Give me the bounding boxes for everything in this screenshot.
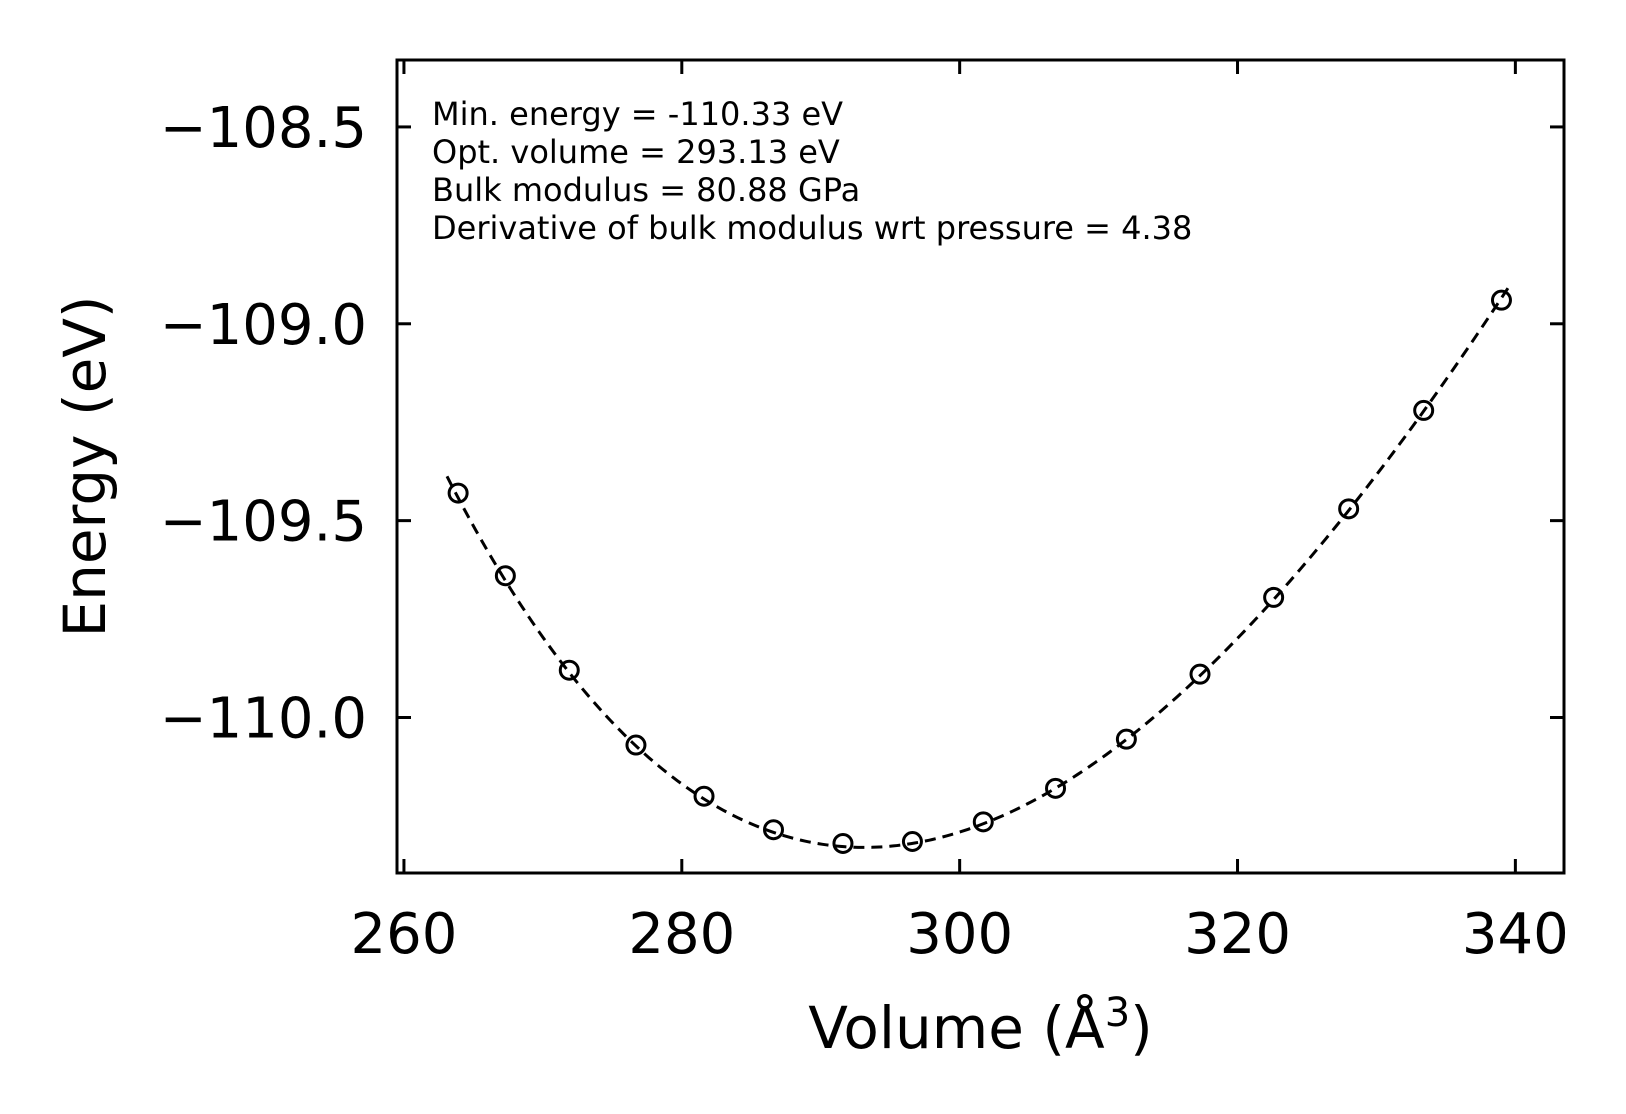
y-tick-label: −108.5 [160,96,367,161]
x-tick-label: 280 [628,902,735,967]
data-point [901,831,923,852]
fit-curve-line [445,284,1512,849]
x-tick-label: 340 [1462,902,1569,967]
data-point [1189,663,1211,685]
data-point [763,819,784,841]
y-tick-label: −109.5 [160,490,367,555]
annotation-line: Min. energy = -110.33 eV [432,95,843,133]
data-point [1413,399,1435,421]
plot-frame [395,58,1566,875]
data-point [558,659,580,681]
x-tick-label: 320 [1184,902,1291,967]
x-tick-label: 260 [351,902,458,967]
fit-curve-layer [445,284,1512,849]
data-point [1263,586,1285,608]
x-axis-title-close: ) [1130,994,1153,1062]
x-tick-label: 300 [906,902,1013,967]
annotation-line: Bulk modulus = 80.88 GPa [432,171,860,209]
data-point [447,482,469,504]
axes-layer [395,58,1566,875]
y-tick-label: −110.0 [160,686,367,751]
data-point [1115,728,1137,750]
annotation-line: Derivative of bulk modulus wrt pressure … [432,209,1192,247]
data-point [1045,777,1067,799]
x-axis-title-superscript: 3 [1105,990,1130,1036]
x-axis-title-text: Volume (Å [808,993,1105,1062]
data-point [1490,289,1512,311]
data-point [625,734,647,756]
data-points-layer [447,289,1512,854]
y-axis-title: Energy (eV) [51,295,119,637]
labels-layer: 260 280 300 320 340 −110.0 −109.5 −109.0 −108.5 V… [51,95,1569,1062]
annotation-line: Opt. volume = 293.13 eV [432,133,840,171]
y-tick-label: −109.0 [160,293,367,358]
data-point [693,785,715,807]
data-point [972,811,994,833]
data-point [494,565,516,587]
data-point [832,832,854,854]
data-point [1338,498,1360,520]
x-axis-title: Volume (Å3) [808,990,1153,1062]
